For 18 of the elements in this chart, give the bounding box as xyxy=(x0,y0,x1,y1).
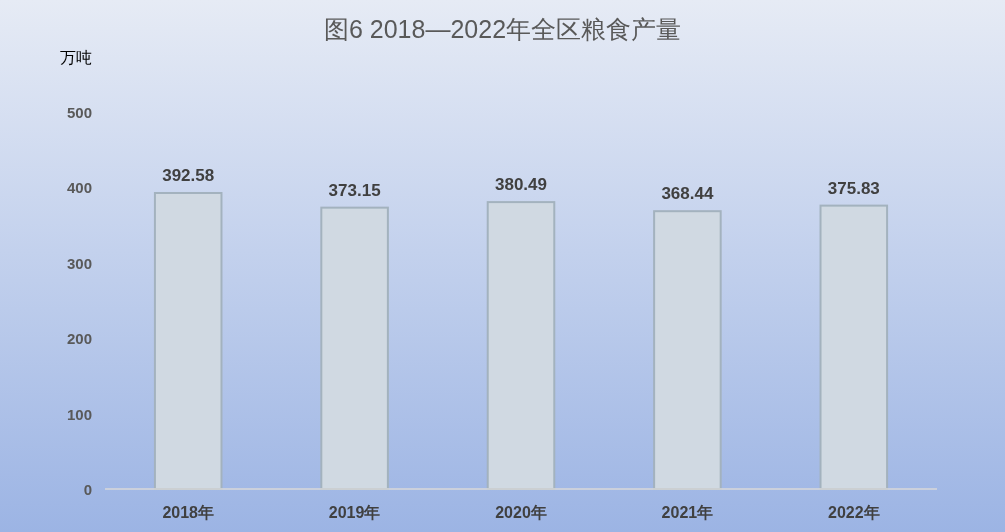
y-tick-label: 100 xyxy=(66,405,92,423)
data-label: 368.44 xyxy=(661,184,714,204)
chart-title: 图6 2018—2022年全区粮食产量 xyxy=(323,15,682,43)
x-tick-label: 2018年 xyxy=(162,504,214,521)
data-label: 380.49 xyxy=(495,175,547,195)
x-tick-label: 2019年 xyxy=(328,504,381,521)
x-tick-label: 2021年 xyxy=(661,504,714,521)
x-tick-label: 2020年 xyxy=(495,504,547,521)
y-tick-label: 500 xyxy=(66,104,92,121)
y-tick-label: 300 xyxy=(66,254,92,272)
data-label: 373.15 xyxy=(328,180,381,200)
y-tick-label: 400 xyxy=(66,179,92,197)
y-tick-label: 0 xyxy=(83,481,92,498)
data-label: 375.83 xyxy=(827,178,880,198)
data-label: 392.58 xyxy=(162,165,215,185)
y-axis-title: 万吨 xyxy=(60,49,92,66)
x-tick-label: 2022年 xyxy=(828,504,880,521)
y-tick-label: 200 xyxy=(66,330,92,348)
